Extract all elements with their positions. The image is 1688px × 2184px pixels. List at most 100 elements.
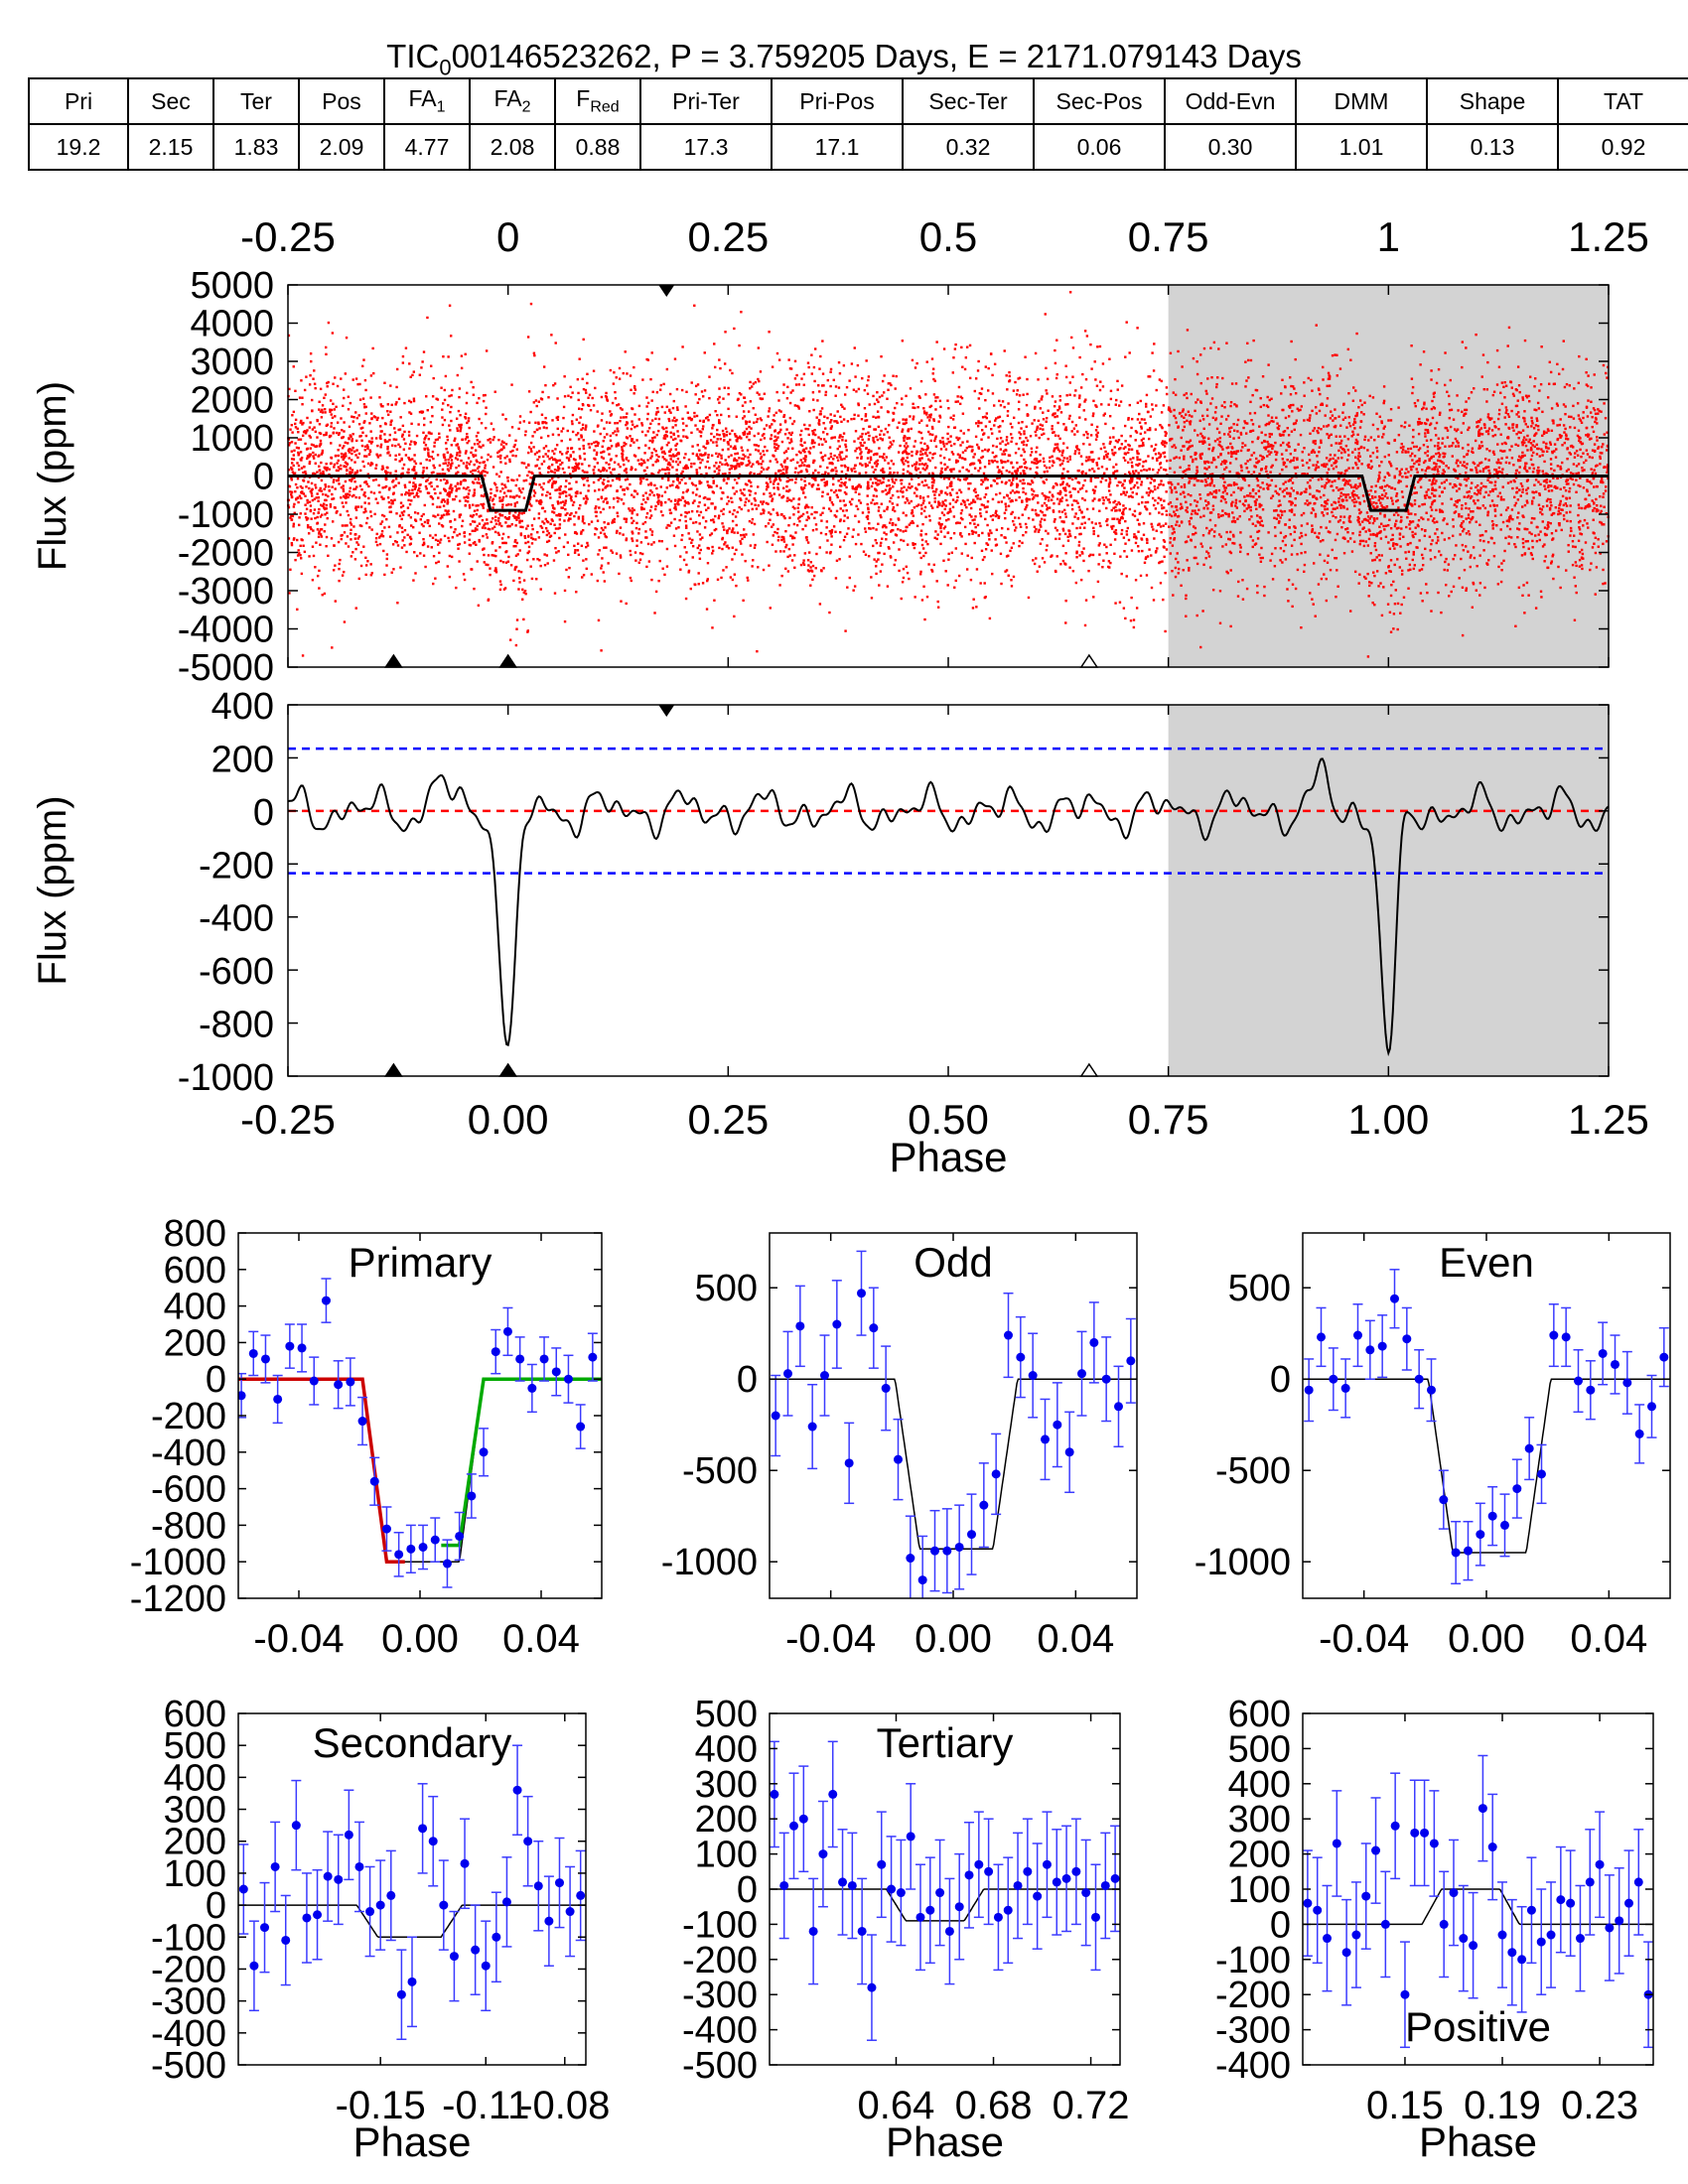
- data-point: [1521, 514, 1524, 517]
- data-point: [1467, 550, 1470, 553]
- data-point: [994, 538, 997, 541]
- data-point: [374, 467, 377, 470]
- data-point: [508, 458, 511, 462]
- data-point: [885, 492, 889, 496]
- data-point: [564, 501, 567, 505]
- data-point: [1458, 512, 1461, 516]
- data-point: [1191, 415, 1194, 418]
- data-point: [299, 451, 303, 454]
- data-point: [767, 415, 770, 418]
- data-point: [780, 535, 783, 539]
- data-point: [864, 463, 867, 466]
- data-point: [1320, 403, 1323, 406]
- data-point: [1436, 459, 1440, 463]
- data-point: [542, 460, 546, 463]
- data-point: [695, 487, 699, 490]
- data-point: [1390, 499, 1394, 502]
- data-point: [1207, 461, 1210, 464]
- data-point: [1530, 499, 1534, 503]
- data-point: [1395, 467, 1398, 471]
- data-point: [1567, 543, 1570, 547]
- data-point: [1173, 444, 1176, 447]
- data-point: [1468, 397, 1471, 400]
- data-point: [1281, 433, 1284, 437]
- data-point: [538, 427, 541, 430]
- data-point: [1051, 425, 1054, 428]
- data-point: [497, 516, 500, 520]
- data-point: [1239, 433, 1243, 436]
- data-point: [749, 493, 752, 496]
- data-point: [453, 439, 456, 443]
- data-point: [1529, 446, 1533, 450]
- data-point: [1401, 476, 1404, 478]
- data-point: [534, 538, 537, 541]
- data-point: [1120, 532, 1123, 536]
- data-point: [1104, 422, 1107, 426]
- data-point: [1046, 377, 1050, 381]
- data-point: [300, 557, 303, 560]
- data-point: [290, 462, 294, 465]
- data-point: [1590, 386, 1593, 389]
- data-point: [952, 515, 956, 518]
- data-point: [631, 539, 634, 543]
- data-point: [974, 377, 978, 380]
- data-point: [690, 509, 694, 513]
- data-point: [803, 460, 807, 463]
- data-point: [635, 539, 638, 542]
- data-point: [1241, 579, 1244, 582]
- data-point: [1580, 532, 1584, 536]
- data-point: [779, 428, 782, 432]
- data-point: [455, 472, 458, 475]
- data-point: [1500, 457, 1503, 460]
- data-point: [656, 410, 660, 414]
- data-point: [460, 366, 464, 370]
- data-point: [1447, 467, 1451, 470]
- data-point: [1134, 470, 1138, 473]
- data-point: [921, 522, 924, 526]
- data-point: [1337, 500, 1340, 503]
- data-point: [1081, 496, 1084, 500]
- data-point: [1606, 431, 1609, 434]
- data-point: [807, 505, 810, 509]
- data-point: [1084, 489, 1088, 493]
- data-point: [1345, 426, 1348, 429]
- data-point: [501, 561, 505, 564]
- data-point: [479, 462, 482, 465]
- data-point: [290, 466, 293, 470]
- data-point: [1047, 532, 1050, 535]
- data-point: [777, 469, 780, 473]
- data-point: [433, 467, 436, 470]
- metric-value-13: 0.13: [1426, 123, 1559, 171]
- data-point: [1080, 486, 1084, 489]
- data-point: [904, 459, 908, 463]
- data-point: [843, 457, 846, 461]
- data-point: [429, 494, 433, 498]
- data-point: [879, 541, 883, 545]
- data-point: [1537, 503, 1541, 506]
- data-point: [1118, 404, 1121, 407]
- data-point: [1366, 544, 1370, 547]
- data-point: [1249, 494, 1253, 498]
- data-point: [844, 480, 847, 484]
- data-point: [1600, 477, 1604, 480]
- data-point: [471, 520, 475, 523]
- data-point: [1005, 569, 1009, 572]
- data-point: [1097, 467, 1100, 471]
- data-point: [1366, 464, 1369, 468]
- data-point: [713, 470, 717, 474]
- data-point: [580, 434, 583, 437]
- data-point: [1481, 504, 1484, 507]
- data-point: [450, 490, 453, 494]
- data-point: [482, 502, 486, 506]
- data-point: [782, 550, 785, 553]
- data-point: [1387, 454, 1390, 457]
- data-point: [335, 469, 339, 473]
- data-point: [379, 522, 382, 525]
- data-point: [1163, 499, 1166, 502]
- data-point: [928, 452, 931, 455]
- data-point: [1550, 429, 1554, 433]
- data-point: [1421, 407, 1424, 411]
- data-point: [1389, 526, 1393, 530]
- data-point: [1262, 457, 1266, 460]
- data-point: [789, 499, 793, 502]
